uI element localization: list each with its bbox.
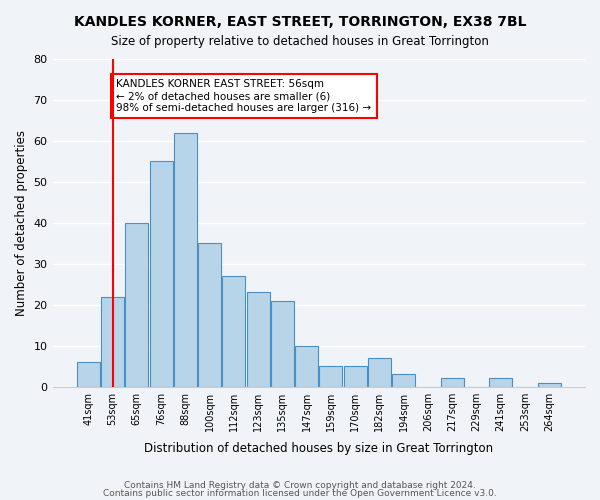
Bar: [538, 382, 561, 386]
Bar: [295, 346, 318, 387]
X-axis label: Distribution of detached houses by size in Great Torrington: Distribution of detached houses by size …: [144, 442, 493, 455]
Bar: [77, 362, 100, 386]
Text: KANDLES KORNER EAST STREET: 56sqm
← 2% of detached houses are smaller (6)
98% of: KANDLES KORNER EAST STREET: 56sqm ← 2% o…: [116, 80, 371, 112]
Bar: [125, 223, 148, 386]
Bar: [101, 296, 124, 386]
Text: Contains public sector information licensed under the Open Government Licence v3: Contains public sector information licen…: [103, 488, 497, 498]
Bar: [247, 292, 269, 386]
Text: Contains HM Land Registry data © Crown copyright and database right 2024.: Contains HM Land Registry data © Crown c…: [124, 481, 476, 490]
Bar: [223, 276, 245, 386]
Bar: [319, 366, 343, 386]
Bar: [368, 358, 391, 386]
Bar: [271, 300, 294, 386]
Bar: [392, 374, 415, 386]
Text: KANDLES KORNER, EAST STREET, TORRINGTON, EX38 7BL: KANDLES KORNER, EAST STREET, TORRINGTON,…: [74, 15, 526, 29]
Bar: [174, 132, 197, 386]
Bar: [440, 378, 464, 386]
Bar: [344, 366, 367, 386]
Bar: [198, 244, 221, 386]
Text: Size of property relative to detached houses in Great Torrington: Size of property relative to detached ho…: [111, 35, 489, 48]
Bar: [149, 162, 173, 386]
Bar: [489, 378, 512, 386]
Y-axis label: Number of detached properties: Number of detached properties: [15, 130, 28, 316]
